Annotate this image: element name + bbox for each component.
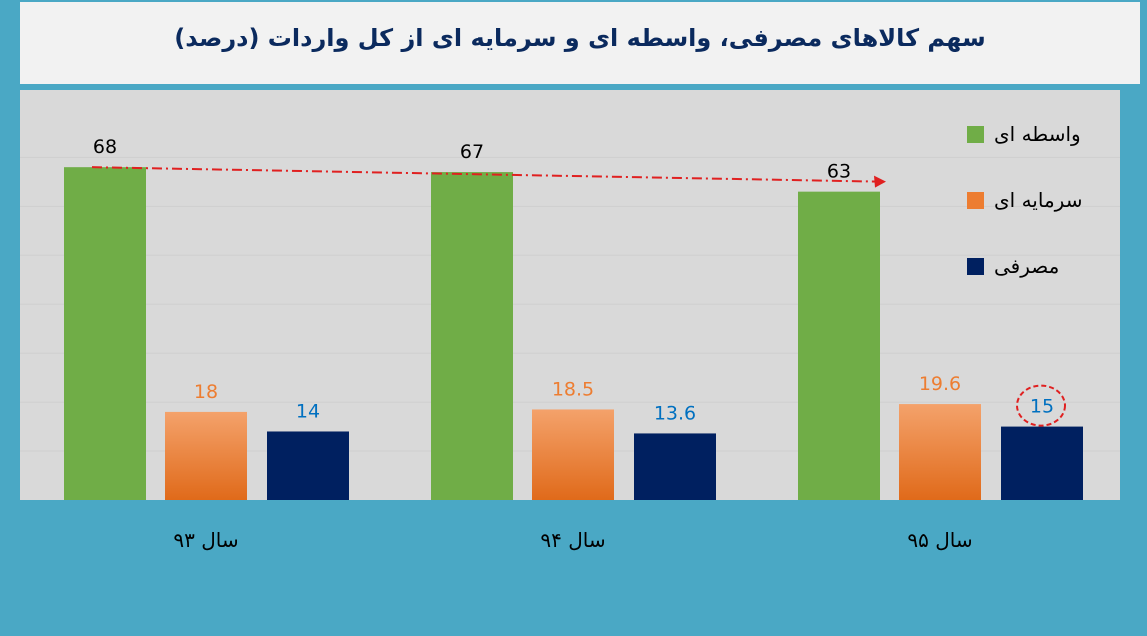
bar-intermediate-1	[431, 172, 513, 500]
bar-consumer-0	[267, 431, 349, 500]
plot-svg: 68 67 63 18 18.5 19.6 14 13.6 15	[20, 136, 1120, 500]
gridlines	[20, 156, 1120, 452]
bar-capital-0	[165, 411, 247, 500]
bar-capital-2	[899, 404, 981, 500]
legend-item: سرمایه ای	[967, 181, 1117, 219]
legend-item: مصرفی	[967, 247, 1117, 285]
x-tick-label: سال ۹۵	[907, 528, 973, 552]
bar-capital-1	[532, 409, 614, 500]
highlight-circle	[1016, 384, 1066, 427]
legend-swatch	[967, 191, 984, 209]
legend-label: مصرفی	[994, 254, 1060, 278]
legend-label: واسطه ای	[994, 122, 1081, 146]
data-label-intermediate-2: 63	[827, 161, 851, 183]
data-label-consumer-2: 15	[1030, 396, 1054, 418]
data-labels-group: 68 67 63 18 18.5 19.6 14 13.6 15	[93, 136, 1054, 424]
title-box: سهم کالاهای مصرفی، واسطه ای و سرمایه ای …	[20, 2, 1140, 84]
trend-arrowhead	[874, 175, 886, 188]
data-label-consumer-0: 14	[296, 400, 320, 422]
bars-group	[64, 167, 1083, 500]
x-tick-label: سال ۹۳	[173, 528, 239, 552]
data-label-capital-2: 19.6	[919, 373, 961, 395]
data-label-capital-1: 18.5	[552, 378, 594, 400]
bar-consumer-1	[634, 433, 716, 500]
legend-item: واسطه ای	[967, 115, 1117, 153]
legend-swatch	[967, 125, 984, 143]
bar-intermediate-2	[798, 191, 880, 500]
plot-area: 68 67 63 18 18.5 19.6 14 13.6 15	[20, 90, 1120, 500]
bar-consumer-2	[1001, 426, 1083, 500]
data-label-capital-0: 18	[194, 381, 218, 403]
legend-label: سرمایه ای	[994, 188, 1083, 212]
data-label-consumer-1: 13.6	[654, 402, 696, 424]
annotations-group	[91, 166, 1066, 427]
data-label-intermediate-1: 67	[460, 141, 484, 163]
bar-intermediate-0	[64, 167, 146, 500]
x-axis-band	[20, 500, 1120, 636]
trend-line	[91, 166, 881, 183]
chart-title: سهم کالاهای مصرفی، واسطه ای و سرمایه ای …	[174, 24, 986, 52]
x-tick-label: سال ۹۴	[540, 528, 606, 552]
legend-swatch	[967, 257, 984, 275]
legend: واسطه ای سرمایه ای مصرفی	[967, 115, 1117, 313]
data-label-intermediate-0: 68	[93, 136, 117, 158]
